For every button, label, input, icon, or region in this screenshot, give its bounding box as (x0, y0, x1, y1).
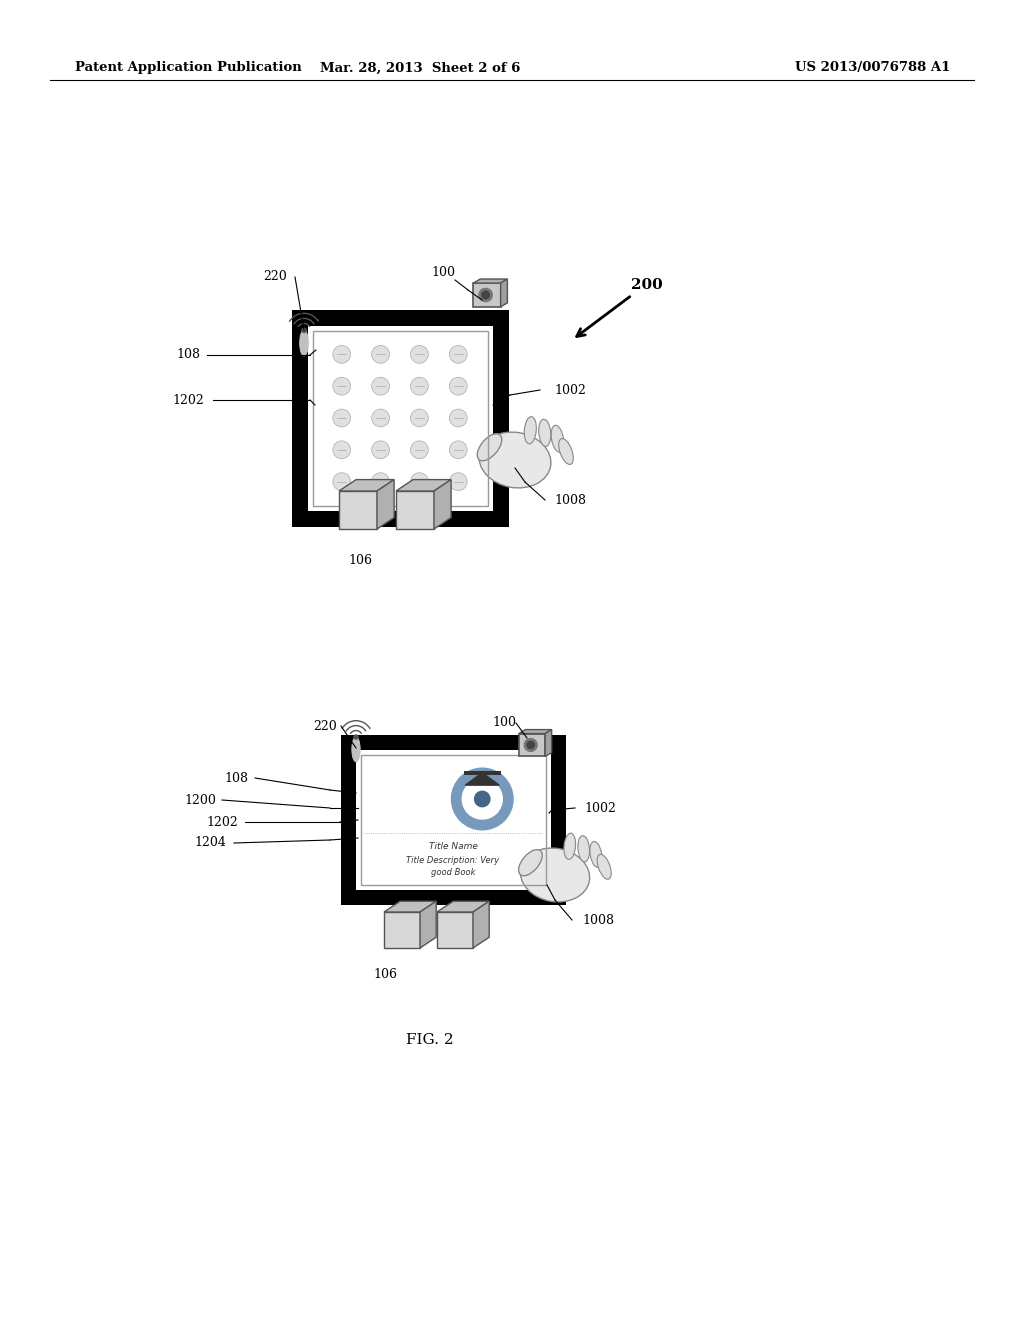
Circle shape (452, 768, 513, 830)
Circle shape (372, 409, 389, 426)
Ellipse shape (524, 417, 537, 444)
Text: 108: 108 (224, 771, 248, 784)
Polygon shape (465, 772, 499, 785)
Polygon shape (473, 279, 508, 282)
Bar (360, 755, 546, 884)
Text: FIG. 2: FIG. 2 (407, 1034, 454, 1047)
Polygon shape (473, 902, 489, 948)
Circle shape (482, 292, 489, 298)
Text: US 2013/0076788 A1: US 2013/0076788 A1 (795, 62, 950, 74)
Polygon shape (377, 479, 394, 529)
Text: 1008: 1008 (582, 913, 614, 927)
Bar (341, 735, 565, 906)
Ellipse shape (477, 434, 502, 461)
Bar (437, 912, 473, 948)
Polygon shape (420, 902, 436, 948)
Ellipse shape (479, 432, 551, 488)
Circle shape (372, 441, 389, 459)
Ellipse shape (559, 438, 573, 465)
Polygon shape (396, 479, 452, 491)
Text: Title Name: Title Name (429, 842, 477, 851)
Polygon shape (501, 279, 508, 306)
Bar (519, 734, 545, 756)
Circle shape (411, 378, 428, 395)
Text: 1202: 1202 (206, 816, 238, 829)
Circle shape (411, 409, 428, 426)
Polygon shape (545, 730, 552, 756)
Text: 106: 106 (373, 969, 397, 982)
Circle shape (462, 779, 502, 818)
Circle shape (450, 378, 467, 395)
Polygon shape (434, 479, 452, 529)
Bar (473, 282, 501, 306)
Text: 106: 106 (348, 553, 372, 566)
Ellipse shape (539, 420, 551, 446)
Circle shape (450, 473, 467, 491)
Circle shape (333, 346, 350, 363)
Circle shape (333, 378, 350, 395)
Circle shape (450, 346, 467, 363)
Ellipse shape (520, 847, 590, 902)
Text: 220: 220 (263, 271, 287, 284)
Bar (384, 912, 420, 948)
Circle shape (372, 346, 389, 363)
Polygon shape (437, 902, 489, 912)
Text: 108: 108 (176, 348, 200, 362)
Text: 1008: 1008 (554, 494, 586, 507)
Text: good Book: good Book (431, 869, 475, 876)
Ellipse shape (300, 330, 308, 356)
Bar (396, 491, 434, 529)
Circle shape (372, 378, 389, 395)
Bar (307, 326, 493, 511)
Circle shape (474, 791, 489, 807)
Ellipse shape (578, 836, 590, 862)
Text: 1202: 1202 (172, 393, 204, 407)
Text: Mar. 28, 2013  Sheet 2 of 6: Mar. 28, 2013 Sheet 2 of 6 (319, 62, 520, 74)
Ellipse shape (564, 833, 575, 859)
Text: 220: 220 (313, 719, 337, 733)
Circle shape (372, 473, 389, 491)
Text: 100: 100 (492, 717, 516, 730)
Circle shape (524, 739, 538, 751)
Ellipse shape (352, 737, 360, 762)
Circle shape (450, 409, 467, 426)
Bar (292, 309, 509, 527)
Circle shape (333, 409, 350, 426)
Circle shape (411, 346, 428, 363)
Bar (339, 491, 377, 529)
Bar (355, 750, 551, 890)
Circle shape (450, 441, 467, 459)
Circle shape (411, 441, 428, 459)
Polygon shape (519, 730, 552, 734)
Text: Title Description: Very: Title Description: Very (407, 857, 500, 865)
Circle shape (527, 742, 535, 748)
Text: 1200: 1200 (184, 793, 216, 807)
Text: 1002: 1002 (584, 801, 616, 814)
Text: 1204: 1204 (195, 837, 226, 850)
Circle shape (333, 473, 350, 491)
Ellipse shape (590, 842, 602, 867)
Circle shape (333, 441, 350, 459)
Ellipse shape (551, 425, 564, 453)
Ellipse shape (518, 850, 543, 875)
Circle shape (354, 735, 358, 739)
Circle shape (479, 288, 493, 302)
Text: 100: 100 (431, 267, 455, 280)
Polygon shape (339, 479, 394, 491)
Text: 200: 200 (631, 279, 663, 292)
Bar (464, 771, 501, 775)
Circle shape (411, 473, 428, 491)
Text: Patent Application Publication: Patent Application Publication (75, 62, 302, 74)
Circle shape (302, 329, 306, 333)
Bar (312, 330, 487, 506)
Ellipse shape (597, 854, 611, 879)
Polygon shape (384, 902, 436, 912)
Text: 1002: 1002 (554, 384, 586, 396)
